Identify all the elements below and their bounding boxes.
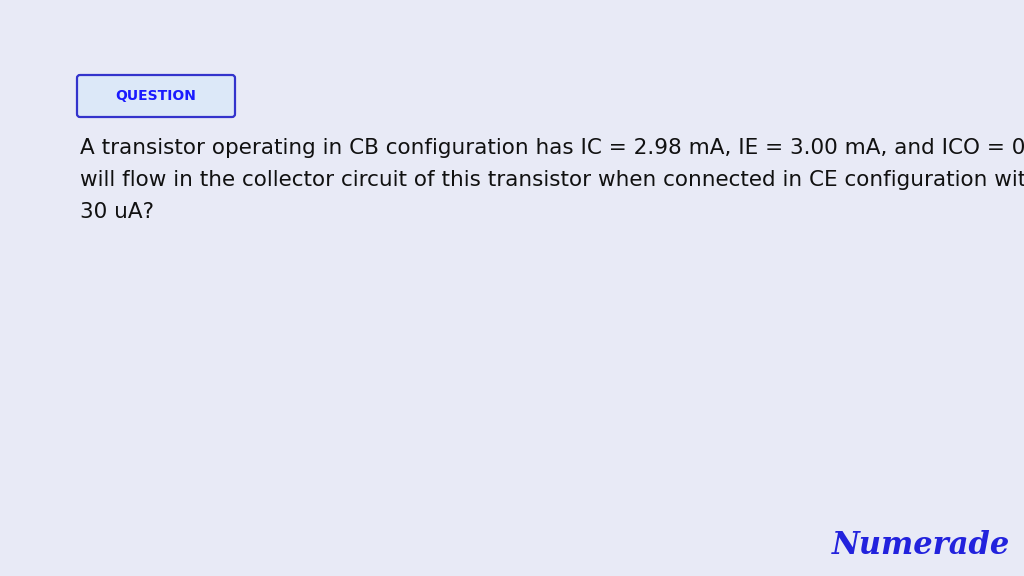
- Text: Numerade: Numerade: [831, 529, 1010, 560]
- Text: A transistor operating in CB configuration has IC = 2.98 mA, IE = 3.00 mA, and I: A transistor operating in CB configurati…: [80, 138, 1024, 158]
- Text: will flow in the collector circuit of this transistor when connected in CE confi: will flow in the collector circuit of th…: [80, 170, 1024, 190]
- Text: QUESTION: QUESTION: [116, 89, 197, 103]
- Text: 30 uA?: 30 uA?: [80, 202, 154, 222]
- FancyBboxPatch shape: [77, 75, 234, 117]
